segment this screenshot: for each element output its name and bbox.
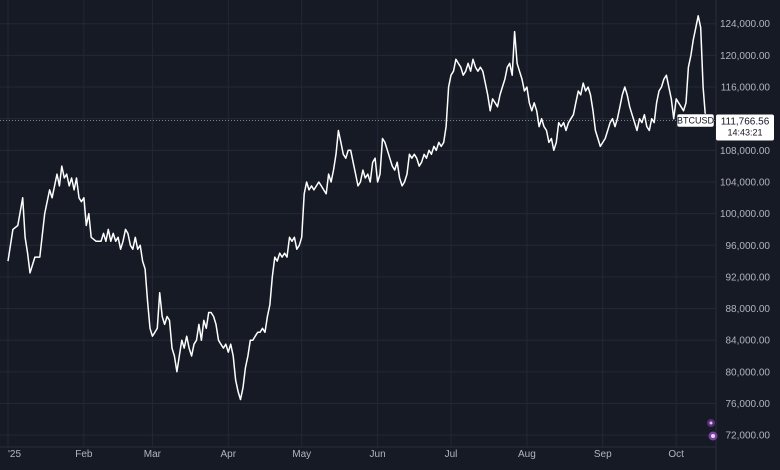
x-tick-label: Aug (518, 449, 536, 460)
x-tick-label: '25 (8, 449, 21, 460)
y-tick-label: 124,000.00 (720, 19, 770, 30)
event-icon-secondary-dot (709, 421, 713, 425)
time-axis[interactable]: '25 Feb Mar Apr May Jun Jul Aug Sep Oct (8, 449, 684, 460)
last-price-value: 111,766.56 (721, 117, 770, 128)
y-tick-label: 108,000.00 (720, 146, 770, 157)
y-tick-label: 88,000.00 (726, 304, 771, 315)
x-tick-label: Mar (144, 449, 162, 460)
y-tick-label: 100,000.00 (720, 209, 770, 220)
btc-price-line[interactable] (7, 15, 709, 401)
y-tick-label: 96,000.00 (726, 241, 771, 252)
x-tick-label: Jul (445, 449, 458, 460)
y-tick-label: 92,000.00 (726, 272, 771, 283)
y-tick-label: 116,000.00 (721, 83, 771, 94)
x-tick-label: Sep (594, 449, 612, 460)
symbol-tag: BTCUSD (676, 113, 715, 128)
y-tick-label: 72,000.00 (726, 431, 771, 442)
x-tick-label: Jun (370, 449, 386, 460)
x-tick-label: Apr (220, 449, 236, 460)
symbol-label: BTCUSD (677, 116, 715, 126)
x-tick-label: Feb (75, 449, 93, 460)
x-tick-label: Oct (668, 449, 684, 460)
event-icon-dot (711, 434, 715, 438)
last-price-tag: 111,766.56 14:43:21 (716, 114, 774, 141)
horizontal-grid (0, 23, 716, 436)
y-tick-label: 84,000.00 (726, 336, 771, 347)
y-tick-label: 80,000.00 (726, 367, 771, 378)
y-tick-label: 76,000.00 (726, 399, 771, 410)
x-tick-label: May (292, 449, 311, 460)
y-tick-label: 120,000.00 (720, 51, 770, 62)
bar-countdown: 14:43:21 (727, 128, 762, 138)
event-icon-group[interactable] (707, 419, 718, 441)
y-tick-label: 104,000.00 (720, 177, 770, 188)
